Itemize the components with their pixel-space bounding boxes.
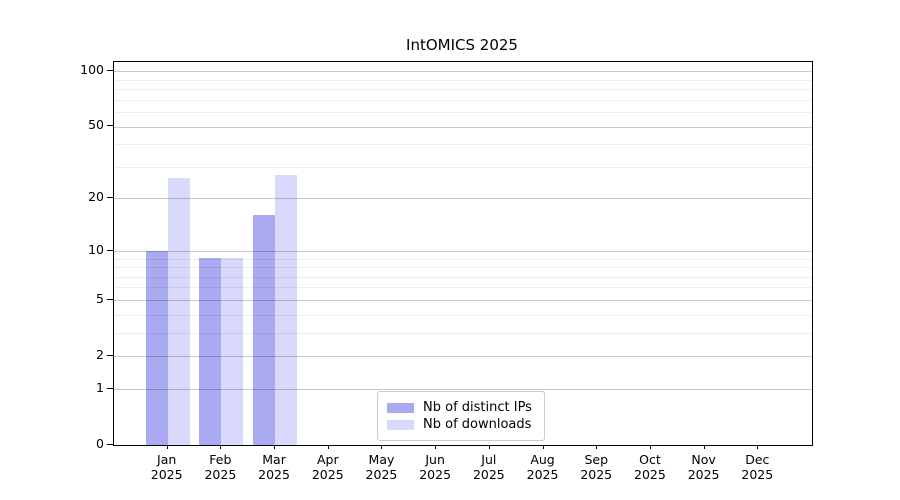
legend-item: Nb of distinct IPs bbox=[387, 399, 532, 416]
y-axis-tick-mark bbox=[107, 197, 113, 198]
x-axis-tick-mark bbox=[274, 445, 275, 449]
legend-label: Nb of distinct IPs bbox=[423, 400, 532, 415]
gridline-minor bbox=[114, 276, 812, 278]
y-axis-tick-label: 1 bbox=[96, 379, 104, 395]
y-axis-tick-label: 2 bbox=[96, 346, 104, 362]
y-axis-tick-label: 10 bbox=[88, 241, 104, 257]
gridline-minor bbox=[114, 287, 812, 289]
chart-title: IntOMICS 2025 bbox=[406, 36, 518, 54]
gridline-minor bbox=[114, 99, 812, 101]
x-axis-tick-label: Dec 2025 bbox=[741, 452, 774, 483]
y-axis-tick-mark bbox=[107, 299, 113, 300]
x-axis-tick-label: Sep 2025 bbox=[580, 452, 613, 483]
gridline-major bbox=[114, 126, 812, 128]
legend-item: Nb of downloads bbox=[387, 416, 532, 433]
gridline-major bbox=[114, 198, 812, 200]
x-axis-tick-mark bbox=[381, 445, 382, 449]
bar-nb-of-distinct-ips-mar bbox=[253, 215, 276, 445]
gridline-minor bbox=[114, 332, 812, 334]
y-axis-tick-mark bbox=[107, 388, 113, 389]
legend-label: Nb of downloads bbox=[423, 417, 532, 432]
gridline-major bbox=[114, 71, 812, 73]
x-axis-tick-mark bbox=[328, 445, 329, 449]
x-axis-tick-mark bbox=[757, 445, 758, 449]
gridline-major bbox=[114, 356, 812, 357]
gridline-minor bbox=[114, 258, 812, 260]
x-axis-tick-mark bbox=[489, 445, 490, 449]
legend-swatch bbox=[387, 419, 414, 430]
x-axis-tick-label: Jan 2025 bbox=[150, 452, 183, 483]
x-axis-tick-mark bbox=[650, 445, 651, 449]
gridline-minor bbox=[114, 89, 812, 90]
x-axis-tick-mark bbox=[220, 445, 221, 449]
x-axis-tick-mark bbox=[596, 445, 597, 449]
x-axis-tick-label: Nov 2025 bbox=[687, 452, 720, 483]
x-axis-tick-label: Jul 2025 bbox=[472, 452, 505, 483]
x-axis-tick-label: May 2025 bbox=[365, 452, 398, 483]
gridline-minor bbox=[114, 144, 812, 146]
y-axis-tick-mark bbox=[107, 355, 113, 356]
y-axis-tick-label: 20 bbox=[88, 189, 104, 205]
x-axis-tick-label: Mar 2025 bbox=[258, 452, 290, 483]
x-axis-tick-mark bbox=[167, 445, 168, 449]
bar-nb-of-downloads-mar bbox=[275, 175, 298, 445]
plot-area bbox=[113, 61, 813, 446]
gridline-minor bbox=[114, 314, 812, 316]
y-axis-tick-label: 100 bbox=[80, 62, 104, 78]
y-axis-tick-mark bbox=[107, 70, 113, 71]
x-axis-tick-mark bbox=[543, 445, 544, 449]
bar-nb-of-downloads-feb bbox=[221, 258, 244, 445]
gridline-minor bbox=[114, 267, 812, 268]
bar-nb-of-downloads-jan bbox=[167, 177, 190, 445]
x-axis-tick-label: Feb 2025 bbox=[204, 452, 237, 483]
y-axis-tick-mark bbox=[107, 125, 113, 126]
gridline-major bbox=[114, 388, 812, 390]
gridline-major bbox=[114, 250, 812, 252]
y-axis-tick-mark bbox=[107, 250, 113, 251]
x-axis-tick-mark bbox=[435, 445, 436, 449]
x-axis-tick-label: Oct 2025 bbox=[634, 452, 666, 483]
x-axis-tick-label: Aug 2025 bbox=[526, 452, 559, 483]
gridline-minor bbox=[114, 166, 812, 168]
x-axis-tick-mark bbox=[704, 445, 705, 449]
gridline-minor bbox=[114, 79, 812, 81]
gridline-major bbox=[114, 299, 812, 301]
x-axis-tick-label: Jun 2025 bbox=[419, 452, 452, 483]
legend: Nb of distinct IPs Nb of downloads bbox=[377, 391, 545, 441]
legend-swatch bbox=[387, 402, 414, 413]
y-axis-tick-label: 0 bbox=[96, 436, 104, 451]
gridline-minor bbox=[114, 111, 812, 113]
y-axis-tick-mark bbox=[107, 444, 113, 445]
bar-nb-of-distinct-ips-feb bbox=[199, 258, 222, 445]
y-axis-tick-label: 5 bbox=[96, 290, 104, 306]
bar-nb-of-distinct-ips-jan bbox=[145, 250, 168, 445]
x-axis-tick-label: Apr 2025 bbox=[311, 452, 344, 483]
y-axis-tick-label: 50 bbox=[88, 117, 104, 133]
